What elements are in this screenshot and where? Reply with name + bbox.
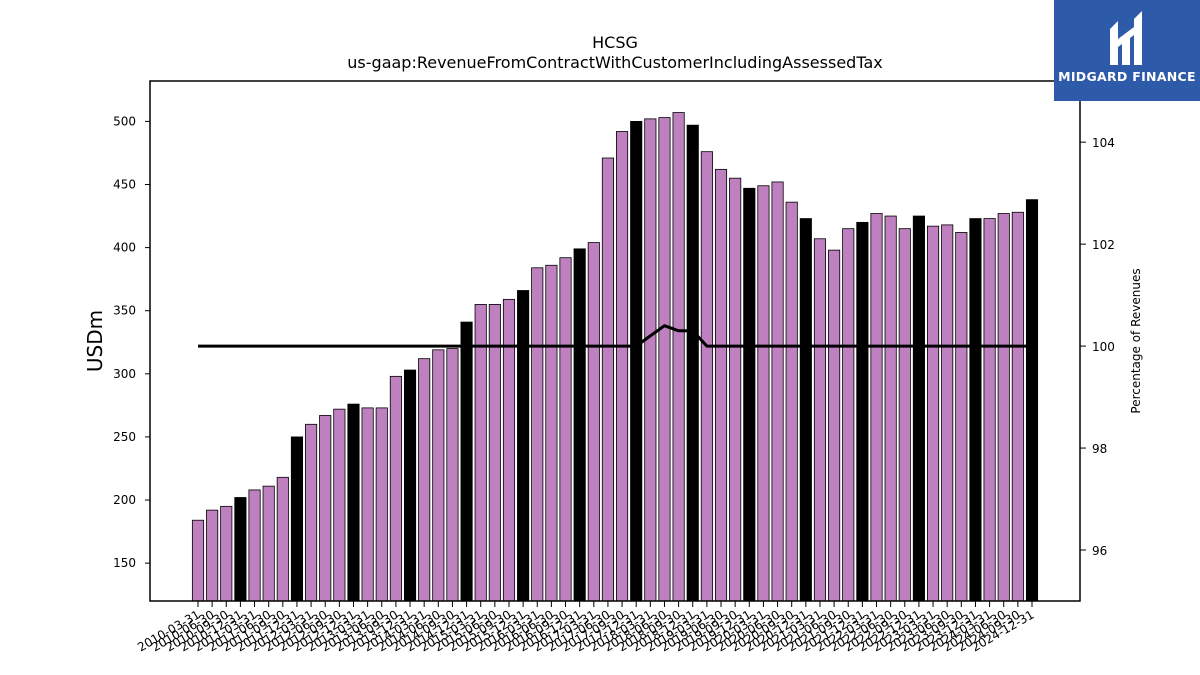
- y2-tick-label: 98: [1092, 442, 1107, 456]
- bar-2016-12-31: [573, 248, 586, 602]
- y2-tick-label: 102: [1092, 238, 1115, 252]
- bar-2018-09-30: [672, 112, 685, 602]
- bar-2024-06-30: [997, 213, 1010, 602]
- bar-2024-12-31: [1025, 199, 1039, 602]
- bar-2010-09-30: [220, 505, 233, 602]
- y-tick-label: 250: [113, 430, 136, 444]
- y-tick-label: 150: [113, 556, 136, 570]
- bar-2022-12-31: [912, 215, 925, 602]
- bar-2014-06-30: [432, 349, 445, 602]
- bar-2016-09-30: [559, 257, 572, 602]
- bar-2021-12-31: [856, 221, 869, 602]
- percentage-line: [198, 324, 1032, 348]
- bar-2024-09-30: [1011, 211, 1024, 602]
- bar-2015-06-30: [488, 303, 501, 602]
- y-axis-label: USDm: [83, 310, 107, 372]
- bar-2020-12-31: [799, 218, 812, 602]
- bar-2016-03-31: [531, 267, 544, 602]
- bar-2010-03-31: [191, 519, 205, 602]
- y-tick-label: 200: [113, 493, 136, 507]
- bar-2017-06-30: [601, 157, 614, 602]
- bar-2015-12-31: [517, 290, 530, 602]
- bar-2012-03-31: [305, 423, 318, 602]
- bar-2014-03-31: [418, 358, 431, 602]
- y2-tick-label: 104: [1092, 136, 1115, 150]
- brand-badge: MIDGARD FINANCE: [1054, 0, 1200, 101]
- bar-2018-06-30: [658, 117, 671, 602]
- bar-2016-06-30: [545, 264, 558, 602]
- bar-2020-06-30: [771, 181, 784, 602]
- bar-2015-03-31: [474, 303, 487, 602]
- bar-2010-06-30: [206, 509, 219, 602]
- bar-2017-12-31: [630, 120, 643, 602]
- bar-2024-03-31: [983, 218, 996, 602]
- bar-2022-03-31: [870, 213, 883, 602]
- bar-2012-09-30: [333, 408, 346, 602]
- bar-2014-09-30: [446, 348, 459, 602]
- bar-2019-03-31: [700, 151, 713, 602]
- bar-2023-09-30: [955, 232, 968, 602]
- y-tick-label: 450: [113, 177, 136, 191]
- bar-2011-03-31: [248, 489, 261, 602]
- y-tick-label: 500: [113, 114, 136, 128]
- bar-2020-09-30: [785, 201, 798, 602]
- brand-name: MIDGARD FINANCE: [1058, 69, 1196, 84]
- plot-frame: [149, 80, 1081, 602]
- bar-2022-09-30: [898, 228, 911, 602]
- bar-2022-06-30: [884, 215, 897, 602]
- y2-tick-label: 100: [1092, 340, 1115, 354]
- bars-group: [191, 112, 1039, 602]
- midgard-logo-icon: [1110, 11, 1142, 65]
- bar-2013-03-31: [361, 407, 374, 602]
- y2-axis-label: Percentage of Revenues: [1129, 268, 1143, 413]
- bar-2019-09-30: [729, 177, 742, 602]
- bar-2017-03-31: [587, 242, 600, 602]
- bar-2010-12-31: [234, 497, 247, 602]
- bar-2019-12-31: [743, 187, 756, 602]
- bar-2017-09-30: [616, 131, 629, 602]
- bar-2013-12-31: [403, 369, 417, 602]
- y-axis-left: 150 200 250 300 350 400 450 500: [113, 114, 150, 570]
- bar-2021-03-31: [813, 238, 827, 602]
- bar-2020-03-31: [757, 185, 770, 602]
- chart-subtitle: us-gaap:RevenueFromContractWithCustomerI…: [347, 53, 882, 72]
- bar-2023-12-31: [969, 218, 982, 602]
- bar-2021-06-30: [828, 249, 841, 602]
- bar-2018-03-31: [644, 118, 657, 602]
- y-tick-label: 350: [113, 304, 136, 318]
- chart-title: HCSG: [592, 33, 638, 52]
- y-tick-label: 300: [113, 367, 136, 381]
- bar-2013-06-30: [375, 407, 388, 602]
- bar-2018-12-31: [686, 124, 699, 602]
- bar-2023-06-30: [941, 224, 954, 602]
- percentage-line-group: [198, 324, 1032, 348]
- bar-2023-03-31: [926, 225, 940, 602]
- y-tick-label: 400: [113, 241, 136, 255]
- y2-tick-label: 96: [1092, 544, 1107, 558]
- bar-2011-06-30: [262, 485, 275, 602]
- bar-2021-09-30: [842, 228, 855, 602]
- bar-2014-12-31: [460, 321, 473, 602]
- x-axis: 2010-03-312010-06-302010-09-302010-12-31…: [135, 601, 1037, 654]
- bar-2011-12-31: [290, 436, 304, 602]
- bar-2019-06-30: [714, 168, 728, 602]
- bar-2012-12-31: [347, 403, 360, 602]
- bar-2015-09-30: [502, 298, 516, 602]
- bar-2012-06-30: [319, 415, 332, 602]
- bar-2011-09-30: [276, 476, 289, 602]
- y-axis-right: 96 98 100 102 104: [1080, 136, 1115, 558]
- bar-2013-09-30: [389, 375, 402, 602]
